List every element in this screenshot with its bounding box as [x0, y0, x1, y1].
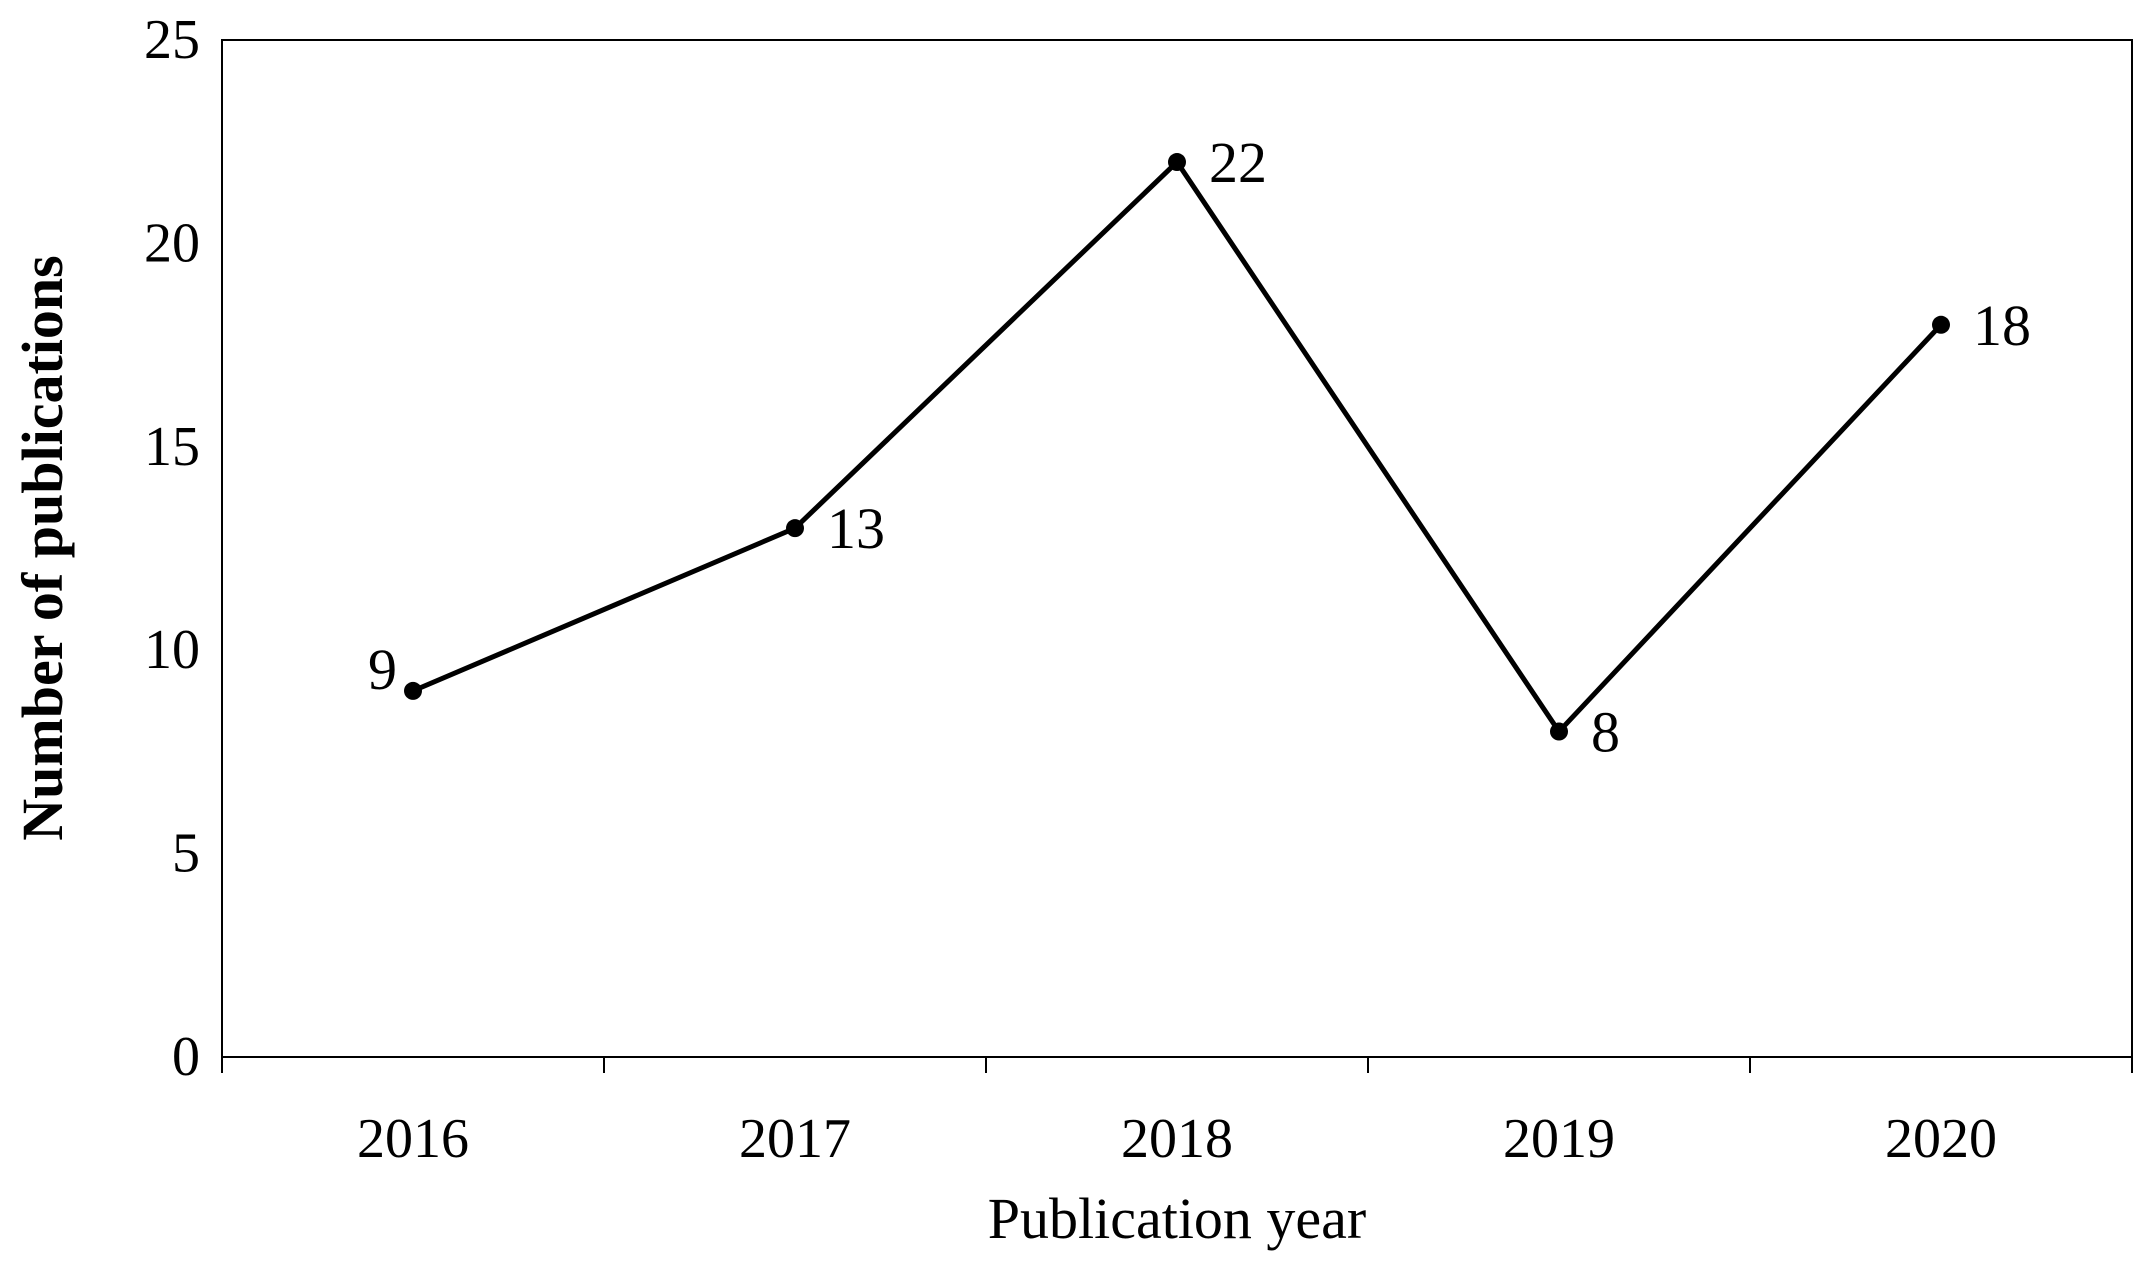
data-label: 22: [1209, 130, 1267, 195]
series-line: [412, 158, 1943, 736]
x-axis-ticks: 2016 2017 2018 2019 2020: [221, 1057, 2133, 1170]
y-tick-label: 0: [172, 1026, 200, 1088]
data-label: 9: [368, 637, 397, 702]
data-point: [1168, 153, 1186, 172]
x-tick-label: 2018: [1121, 1108, 1233, 1170]
x-tick-label: 2019: [1503, 1108, 1615, 1170]
x-tick-label: 2016: [357, 1108, 469, 1170]
x-axis-title: Publication year: [988, 1186, 1367, 1251]
data-label: 18: [1973, 293, 2031, 358]
x-tick-label: 2017: [739, 1108, 851, 1170]
series-group: 9 13 22 8 18: [368, 130, 2031, 765]
data-point: [404, 681, 422, 700]
y-tick-label: 25: [144, 9, 200, 71]
y-tick-label: 10: [144, 619, 200, 681]
data-label: 8: [1591, 700, 1620, 765]
y-axis-title: Number of publications: [10, 255, 75, 840]
y-tick-label: 20: [144, 212, 200, 274]
y-axis-ticks: 0 5 10 15 20 25: [144, 9, 200, 1088]
data-point: [1932, 315, 1950, 334]
data-point: [786, 519, 804, 538]
plot-area: [221, 39, 2133, 1058]
data-point: [1550, 722, 1568, 741]
y-tick-label: 5: [172, 823, 200, 885]
data-label: 13: [827, 496, 885, 561]
x-tick-label: 2020: [1885, 1108, 1997, 1170]
y-tick-label: 15: [144, 416, 200, 478]
